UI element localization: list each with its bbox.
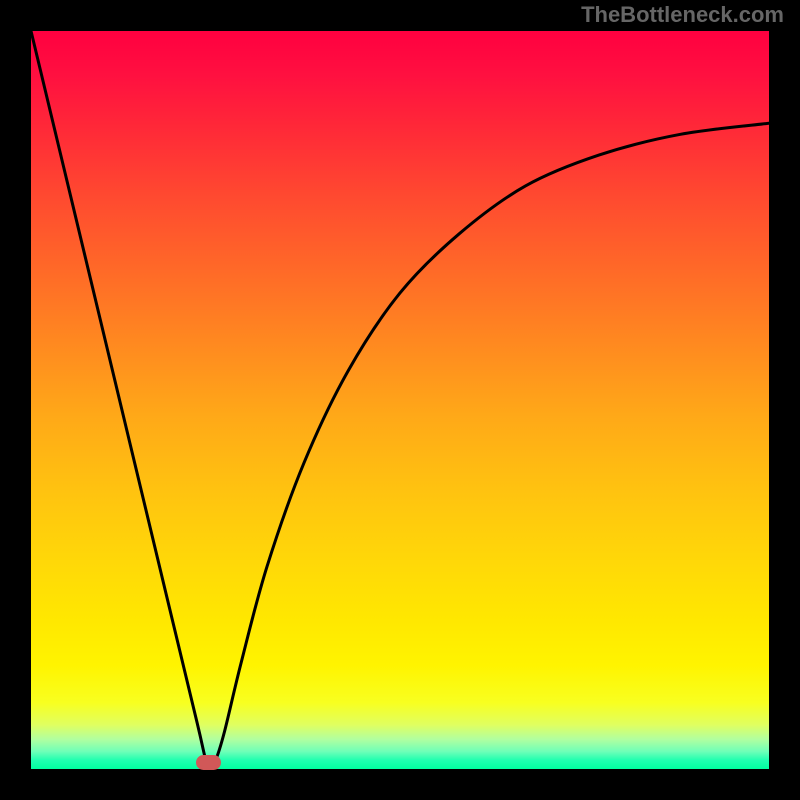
chart-root: TheBottleneck.com [0,0,800,800]
plot-area [31,31,769,769]
gradient-background [31,31,769,769]
watermark-text: TheBottleneck.com [581,2,784,28]
valley-marker [196,755,221,770]
